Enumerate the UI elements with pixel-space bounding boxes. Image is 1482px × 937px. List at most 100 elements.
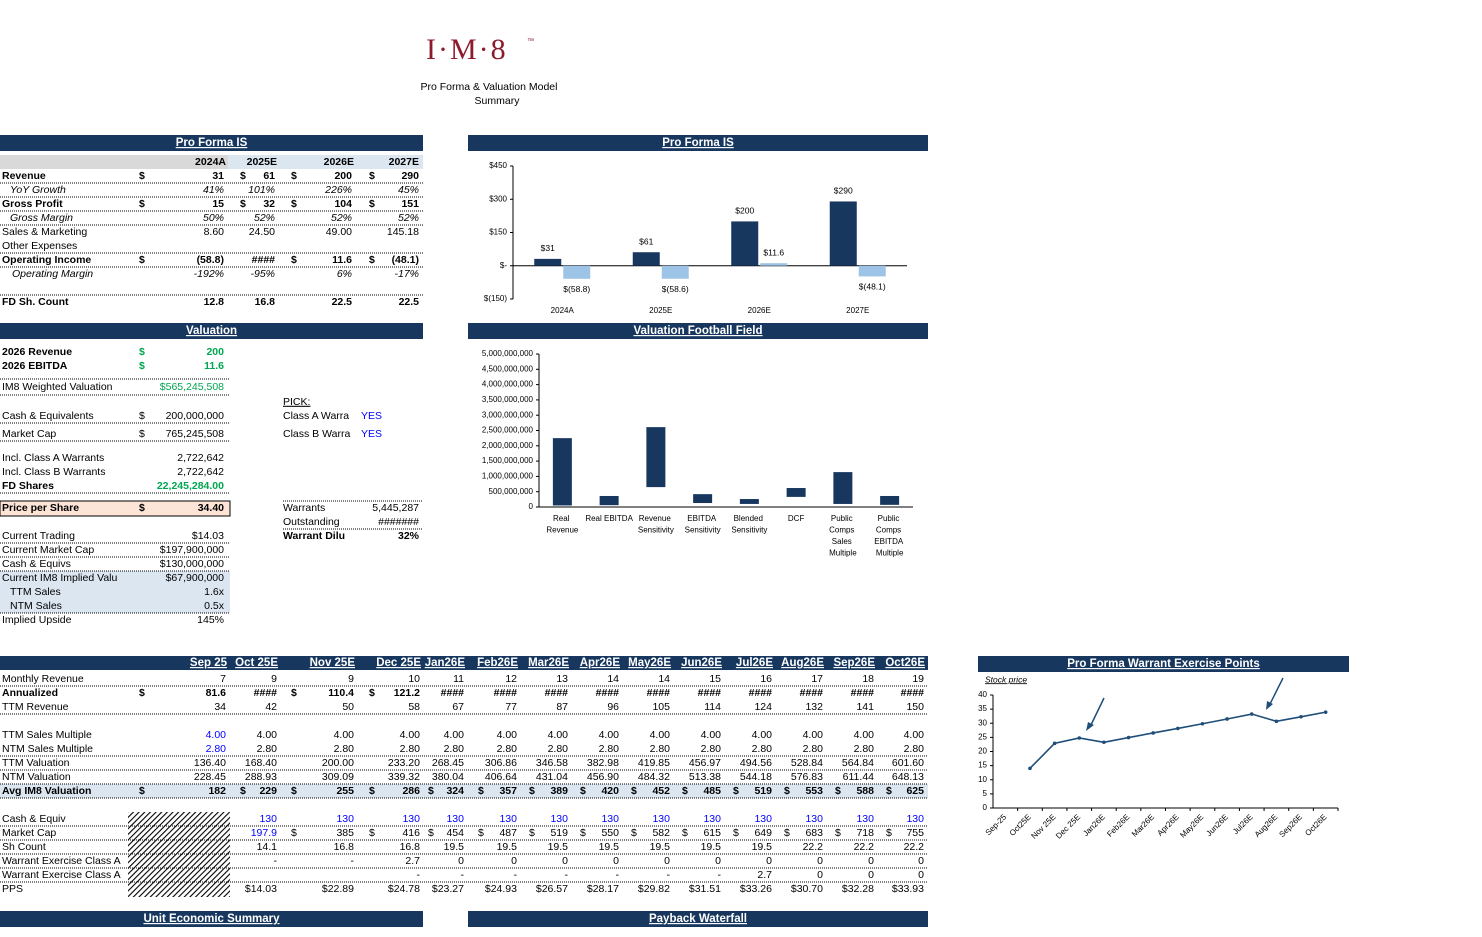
cell: 4.00: [752, 729, 773, 741]
x-tick-label: Jun26E: [1204, 813, 1230, 839]
data-label: $(58.8): [563, 284, 590, 294]
cell: 145%: [197, 614, 224, 626]
cell: 4.00: [854, 729, 875, 741]
cell: 611.44: [843, 771, 874, 783]
cell: 0: [613, 855, 619, 867]
cell: 11.6: [332, 254, 352, 266]
row-label: Cash & Equivalents: [2, 410, 94, 422]
cell: $24.78: [388, 883, 420, 895]
currency: $: [139, 198, 145, 210]
cell: 615: [703, 827, 721, 839]
section-bar: [468, 135, 928, 151]
currency: $: [139, 170, 145, 182]
cell: 2.80: [548, 743, 569, 755]
column-header: Apr26E: [580, 657, 621, 669]
cell: 576.83: [791, 771, 823, 783]
legend-label: Stock price: [985, 674, 1027, 684]
y-tick-label: 35: [978, 704, 987, 713]
header-bg: [0, 155, 228, 169]
cell: 19.5: [599, 841, 620, 853]
x-tick-label: 2026E: [748, 306, 771, 315]
cell: 22.2: [803, 841, 824, 853]
column-header: 2024A: [195, 156, 226, 168]
currency: $: [369, 170, 375, 182]
column-header: Feb26E: [477, 657, 518, 669]
y-tick-label: $150: [489, 228, 507, 237]
cell: 718: [856, 827, 874, 839]
cell: 2.80: [803, 743, 824, 755]
section-title: Unit Economic Summary: [143, 913, 280, 925]
currency: $: [369, 687, 375, 699]
cell: 200.00: [322, 757, 354, 769]
cell: #######: [378, 516, 419, 528]
cell: 456.97: [689, 757, 721, 769]
cell: 420: [601, 785, 619, 797]
cell: $30.70: [791, 883, 823, 895]
title: Pro Forma & Valuation Model: [421, 81, 558, 93]
row-label: Implied Upside: [2, 614, 72, 626]
line: [1029, 711, 1326, 769]
cell: 385: [336, 827, 354, 839]
cell: 0: [715, 855, 721, 867]
monthly-header-bg: [0, 656, 928, 670]
row-label: 2026 Revenue: [2, 346, 72, 358]
cell: 11.6: [204, 360, 224, 372]
currency: $: [139, 346, 145, 358]
row-label: Incl. Class B Warrants: [2, 466, 105, 478]
cell: ####: [596, 687, 620, 699]
cell: 121.2: [394, 687, 420, 699]
cell: 2.80: [904, 743, 925, 755]
pick-label: Class B Warra: [283, 428, 350, 440]
section-bar: [468, 911, 928, 927]
data-label: $(48.1): [859, 282, 886, 292]
currency: $: [139, 428, 145, 440]
cell: $67,900,000: [166, 572, 225, 584]
cell: 2.7: [757, 869, 772, 881]
cell: 41%: [203, 184, 224, 196]
cell: 765,245,508: [166, 428, 225, 440]
y-tick-label: 0: [983, 803, 988, 812]
cell: ####: [698, 687, 722, 699]
cell: 382.98: [587, 757, 619, 769]
cell: 130: [754, 813, 772, 825]
subtitle: Summary: [475, 95, 521, 107]
cell: 49.00: [326, 226, 352, 238]
cell: 564.84: [842, 757, 874, 769]
data-label: $61: [639, 236, 653, 246]
y-tick-label: 5,000,000,000: [482, 349, 534, 358]
cell: 24.50: [249, 226, 275, 238]
row-label: Warrants: [283, 502, 325, 514]
cell: 2,722,642: [177, 466, 224, 478]
data-label: $31: [541, 243, 555, 253]
row-label: Outstanding: [283, 516, 340, 528]
pick-label: Class A Warra: [283, 410, 349, 422]
y-tick-label: 2,000,000,000: [482, 441, 534, 450]
cell: 16.8: [334, 841, 355, 853]
cell: 0: [868, 869, 874, 881]
cell: 132: [805, 701, 823, 713]
cell: ####: [800, 687, 824, 699]
y-tick-label: 40: [978, 690, 987, 699]
cell: 309.09: [322, 771, 354, 783]
x-tick-label: 2024A: [551, 306, 575, 315]
section-bar: [978, 656, 1349, 672]
currency: $: [139, 410, 145, 422]
bar: [632, 252, 660, 266]
cell: 4.00: [444, 729, 465, 741]
cell: 286: [402, 785, 420, 797]
currency: $: [835, 827, 841, 839]
cell: 2.7: [405, 855, 420, 867]
y-tick-label: 15: [978, 761, 987, 770]
bar: [731, 221, 759, 266]
cell: -: [514, 869, 518, 881]
bar: [829, 201, 857, 266]
cell: -: [274, 855, 278, 867]
cell: 419.85: [638, 757, 670, 769]
cell: 226%: [324, 184, 352, 196]
currency: $: [369, 785, 375, 797]
cell: 141: [856, 701, 874, 713]
x-tick-label: EBITDA Sensitivity: [685, 514, 721, 535]
currency: $: [835, 785, 841, 797]
currency: $: [580, 785, 586, 797]
y-tick-label: 1,000,000,000: [482, 472, 534, 481]
